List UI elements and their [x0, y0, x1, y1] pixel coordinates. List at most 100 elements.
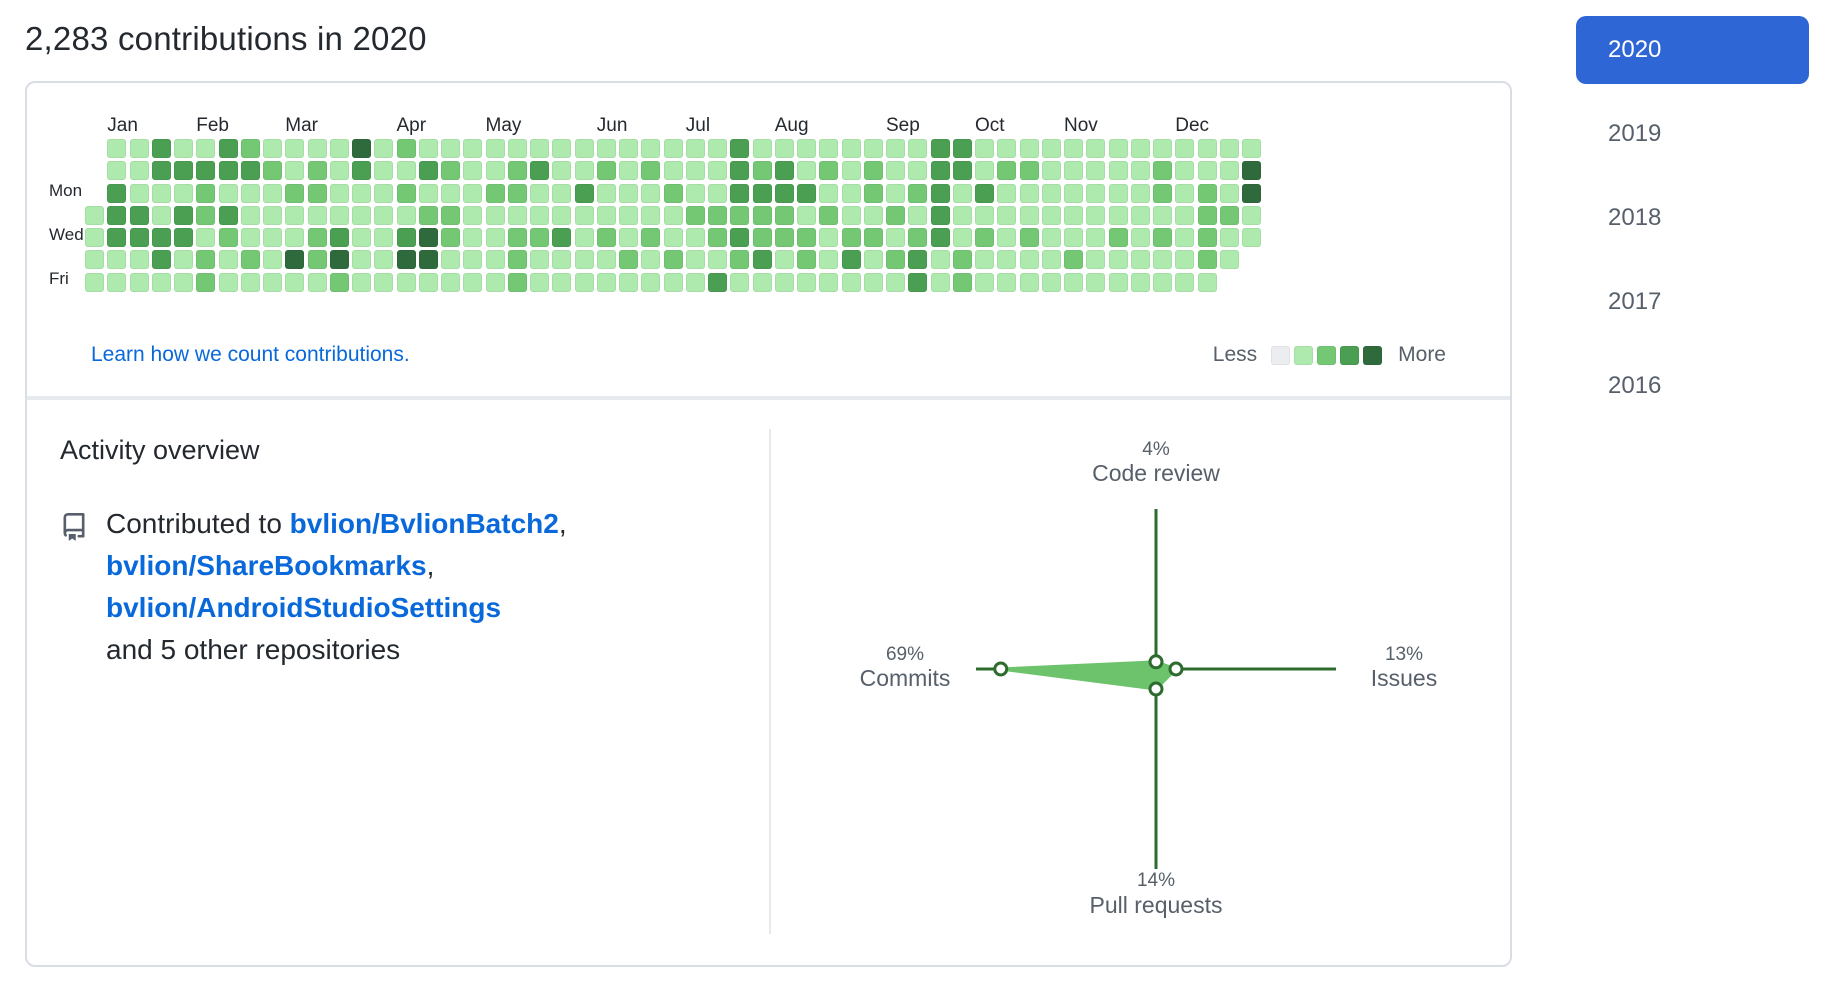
contribution-day[interactable]: [374, 205, 394, 225]
contribution-day[interactable]: [1175, 139, 1195, 158]
contribution-day[interactable]: [1219, 183, 1239, 203]
contribution-day[interactable]: [329, 272, 349, 292]
contribution-day[interactable]: [1219, 228, 1239, 247]
contribution-day[interactable]: [463, 250, 483, 270]
contribution-day[interactable]: [797, 183, 816, 203]
contribution-day[interactable]: [1086, 272, 1106, 292]
contribution-day[interactable]: [886, 183, 905, 203]
contribution-day[interactable]: [730, 139, 750, 158]
year-2018[interactable]: 2018: [1608, 204, 1662, 231]
contribution-day[interactable]: [530, 228, 549, 247]
contribution-day[interactable]: [574, 228, 594, 247]
contribution-day[interactable]: [1153, 161, 1172, 181]
contribution-day[interactable]: [819, 250, 839, 270]
contribution-day[interactable]: [129, 161, 149, 181]
contribution-day[interactable]: [196, 139, 216, 158]
contribution-day[interactable]: [240, 139, 260, 158]
contribution-day[interactable]: [952, 161, 972, 181]
contribution-day[interactable]: [1019, 250, 1039, 270]
contribution-day[interactable]: [1108, 228, 1128, 247]
contribution-day[interactable]: [730, 161, 750, 181]
contribution-day[interactable]: [641, 250, 661, 270]
contribution-day[interactable]: [240, 250, 260, 270]
contribution-day[interactable]: [952, 183, 972, 203]
contribution-day[interactable]: [107, 205, 127, 225]
contribution-day[interactable]: [752, 250, 772, 270]
contribution-day[interactable]: [240, 205, 260, 225]
contribution-day[interactable]: [819, 183, 839, 203]
contribution-day[interactable]: [1041, 272, 1061, 292]
contribution-day[interactable]: [441, 272, 460, 292]
contribution-day[interactable]: [863, 183, 883, 203]
contribution-day[interactable]: [1219, 250, 1239, 270]
contribution-day[interactable]: [886, 272, 905, 292]
contribution-day[interactable]: [1086, 228, 1106, 247]
contribution-day[interactable]: [107, 161, 127, 181]
contribution-day[interactable]: [107, 228, 127, 247]
contribution-day[interactable]: [196, 272, 216, 292]
contribution-day[interactable]: [1219, 161, 1239, 181]
contribution-day[interactable]: [1041, 228, 1061, 247]
contribution-day[interactable]: [1064, 250, 1083, 270]
contribution-day[interactable]: [663, 272, 683, 292]
contribution-day[interactable]: [329, 161, 349, 181]
contribution-day[interactable]: [619, 183, 638, 203]
year-2016[interactable]: 2016: [1608, 372, 1662, 399]
contribution-day[interactable]: [619, 205, 638, 225]
contribution-day[interactable]: [1019, 205, 1039, 225]
contribution-day[interactable]: [952, 250, 972, 270]
contribution-day[interactable]: [530, 250, 549, 270]
contribution-day[interactable]: [596, 205, 616, 225]
contribution-day[interactable]: [685, 228, 705, 247]
contribution-day[interactable]: [574, 272, 594, 292]
contribution-day[interactable]: [418, 161, 438, 181]
contribution-day[interactable]: [463, 205, 483, 225]
contribution-day[interactable]: [552, 183, 572, 203]
contribution-day[interactable]: [1197, 139, 1217, 158]
contribution-day[interactable]: [129, 228, 149, 247]
contribution-day[interactable]: [441, 183, 460, 203]
contribution-day[interactable]: [886, 250, 905, 270]
contribution-day[interactable]: [374, 161, 394, 181]
contribution-day[interactable]: [174, 228, 193, 247]
contribution-day[interactable]: [1153, 139, 1172, 158]
contribution-day[interactable]: [441, 139, 460, 158]
contribution-day[interactable]: [1041, 205, 1061, 225]
contribution-day[interactable]: [1153, 250, 1172, 270]
contribution-day[interactable]: [463, 272, 483, 292]
contribution-day[interactable]: [1197, 161, 1217, 181]
contribution-day[interactable]: [218, 272, 238, 292]
contribution-day[interactable]: [307, 183, 327, 203]
contribution-day[interactable]: [218, 205, 238, 225]
contribution-day[interactable]: [418, 205, 438, 225]
contribution-day[interactable]: [285, 205, 305, 225]
contribution-day[interactable]: [886, 205, 905, 225]
contribution-day[interactable]: [129, 183, 149, 203]
contribution-day[interactable]: [174, 250, 193, 270]
contribution-day[interactable]: [1108, 205, 1128, 225]
contribution-day[interactable]: [841, 161, 861, 181]
contribution-day[interactable]: [174, 183, 193, 203]
contribution-day[interactable]: [997, 228, 1017, 247]
contribution-day[interactable]: [285, 228, 305, 247]
contribution-day[interactable]: [797, 272, 816, 292]
contribution-day[interactable]: [1175, 250, 1195, 270]
contribution-day[interactable]: [151, 205, 171, 225]
contribution-day[interactable]: [1175, 272, 1195, 292]
contribution-day[interactable]: [641, 139, 661, 158]
contribution-day[interactable]: [1242, 183, 1261, 203]
repo-link-androidstudiosettings[interactable]: bvlion/AndroidStudioSettings: [106, 592, 502, 623]
contribution-day[interactable]: [552, 228, 572, 247]
contribution-day[interactable]: [1019, 161, 1039, 181]
contribution-day[interactable]: [730, 250, 750, 270]
contribution-day[interactable]: [463, 139, 483, 158]
contribution-day[interactable]: [196, 228, 216, 247]
contribution-day[interactable]: [1219, 139, 1239, 158]
contribution-day[interactable]: [886, 228, 905, 247]
contribution-day[interactable]: [352, 139, 371, 158]
contribution-day[interactable]: [485, 183, 505, 203]
contribution-day[interactable]: [1175, 205, 1195, 225]
contribution-day[interactable]: [530, 205, 549, 225]
contribution-day[interactable]: [352, 205, 371, 225]
contribution-day[interactable]: [218, 228, 238, 247]
